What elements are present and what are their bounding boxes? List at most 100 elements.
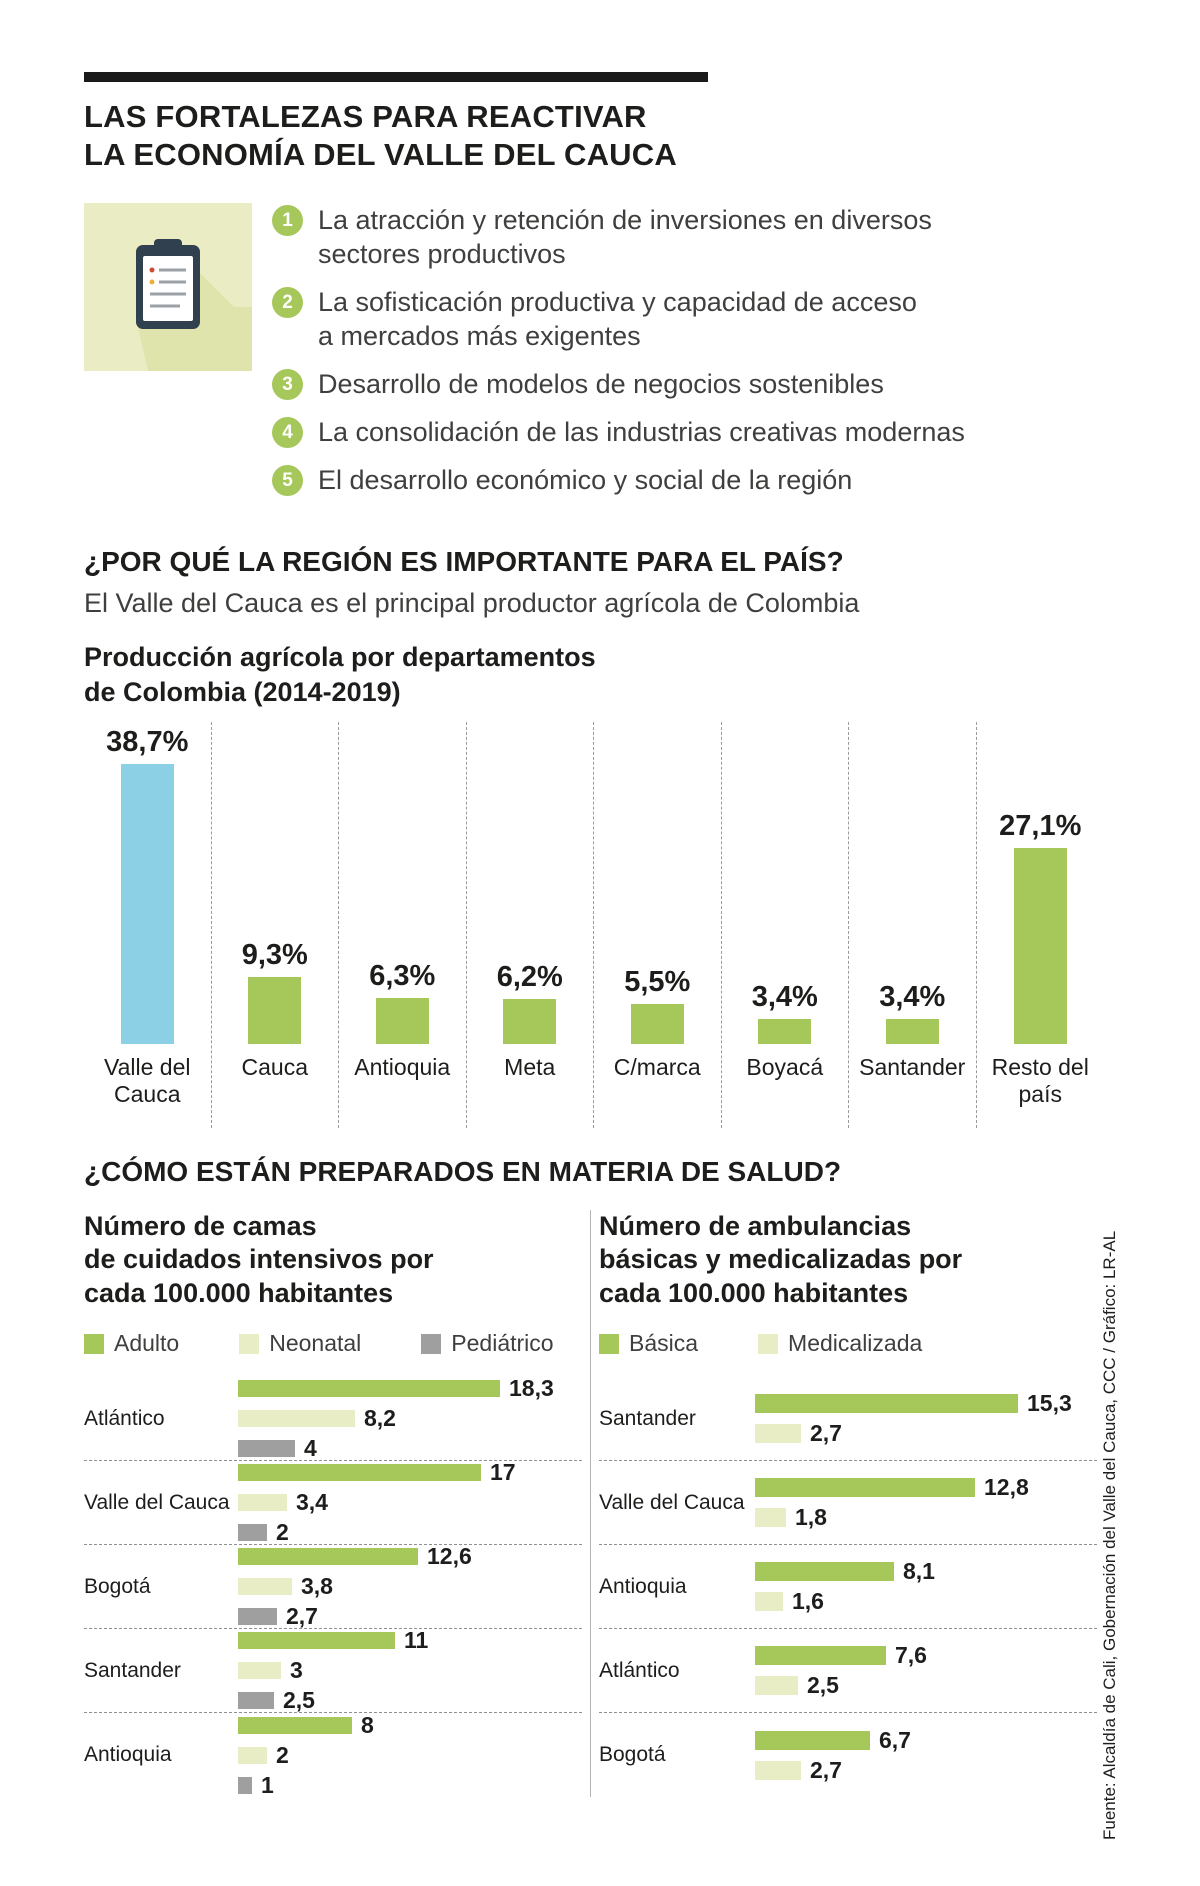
icu-beds-chart: Atlántico 18,3 8,2 4 Valle del Cauca 17 3,4 2 Bo… (84, 1375, 582, 1798)
bar-line: 11 (238, 1627, 582, 1654)
bar-line: 2 (238, 1742, 582, 1769)
column-bar-area: 6,2% (467, 722, 594, 1044)
legend-label: Básica (629, 1330, 699, 1357)
strength-item: 4 La consolidación de las industrias crea… (272, 415, 1052, 449)
bar-line: 3,8 (238, 1573, 582, 1600)
bar-line: 12,8 (755, 1474, 1097, 1501)
legend-swatch (84, 1333, 104, 1354)
column-bar-area: 9,3% (212, 722, 339, 1044)
chart-row: Atlántico 18,3 8,2 4 (84, 1375, 582, 1462)
chart-row: Santander 11 3 2,5 (84, 1627, 582, 1714)
bar-value-label: 11 (404, 1627, 429, 1654)
bar-value-label: 12,6 (427, 1543, 472, 1570)
strengths-section: 1 La atracción y retención de inversiones… (84, 203, 1052, 511)
column-chart-cell: 3,4% Santander (849, 722, 977, 1128)
source-credit: Fuente: Alcaldía de Cali, Gobernación de… (1100, 1230, 1119, 1840)
bar-value-label: 8,2 (364, 1405, 396, 1432)
bar (755, 1592, 783, 1612)
bar-line: 8,2 (238, 1405, 582, 1432)
chart-row: Antioquia 8 2 1 (84, 1712, 582, 1798)
legend-label: Medicalizada (788, 1330, 923, 1357)
bar (758, 1019, 812, 1044)
row-category-label: Valle del Cauca (84, 1490, 230, 1514)
bar-value-label: 2,7 (286, 1603, 318, 1630)
bar (120, 764, 174, 1044)
bar-line: 1 (238, 1772, 582, 1799)
row-category-label: Valle del Cauca (599, 1490, 745, 1514)
bar-value-label: 2 (276, 1519, 289, 1546)
bar-line: 2,7 (755, 1757, 1097, 1784)
bar (238, 1692, 274, 1710)
row-bars: 12,8 1,8 (755, 1471, 1097, 1534)
bar-value-label: 2,5 (283, 1687, 315, 1714)
bar-value-label: 17 (490, 1459, 516, 1486)
legend-item: Adulto (84, 1330, 179, 1357)
column-bar-area: 6,3% (339, 722, 466, 1044)
strength-text: Desarrollo de modelos de negocios sosten… (318, 369, 884, 400)
chart-row: Valle del Cauca 17 3,4 2 (84, 1459, 582, 1546)
bar (238, 1716, 352, 1734)
bar (885, 1019, 939, 1044)
legend-label: Neonatal (269, 1330, 362, 1357)
strength-item: 3 Desarrollo de modelos de negocios soste… (272, 367, 1052, 401)
bar (755, 1562, 894, 1582)
bar-value-label: 1 (261, 1771, 274, 1798)
bar-value-label: 2,7 (810, 1420, 842, 1447)
bar-value-label: 2,7 (810, 1756, 842, 1783)
agri-chart-title: Producción agrícola por departamentos de… (84, 642, 596, 708)
bar (238, 1632, 395, 1650)
category-label: Antioquia (354, 1054, 451, 1080)
strength-number-badge: 4 (272, 417, 303, 449)
bar (238, 1608, 277, 1626)
legend-swatch (239, 1333, 260, 1354)
column-bar-area: 5,5% (594, 722, 721, 1044)
row-bars: 18,3 8,2 4 (238, 1372, 582, 1465)
agricultural-production-chart: 38,7% Valle del Cauca 9,3% Cauca 6,3% Antioqu… (84, 722, 1104, 1128)
row-category-label: Antioquia (84, 1743, 172, 1767)
strength-number-badge: 1 (272, 205, 303, 236)
ambulance-chart-title: Número de ambulancias básicas y medicali… (599, 1211, 963, 1308)
bar (755, 1394, 1018, 1414)
health-charts-section: Número de camas de cuidados intensivos p… (84, 1210, 1098, 1798)
row-category-label: Bogotá (84, 1574, 151, 1598)
icu-legend: Adulto Neonatal Pediátrico (84, 1330, 582, 1357)
legend-label: Adulto (114, 1330, 180, 1357)
strength-text: La atracción y retención de inversiones … (318, 205, 932, 270)
row-bars: 8,1 1,6 (755, 1555, 1097, 1618)
column-bar-area: 27,1% (977, 722, 1105, 1044)
strength-text: La consolidación de las industrias creat… (318, 417, 965, 448)
category-label: Cauca (241, 1054, 308, 1080)
row-category-label: Santander (84, 1658, 181, 1682)
legend-item: Básica (599, 1330, 698, 1357)
legend-swatch (421, 1333, 442, 1354)
row-bars: 11 3 2,5 (238, 1624, 582, 1717)
strength-number-badge: 2 (272, 287, 303, 319)
strengths-list: 1 La atracción y retención de inversiones… (272, 203, 1052, 511)
row-bars: 15,3 2,7 (755, 1387, 1097, 1450)
bar (238, 1410, 355, 1428)
bar (238, 1746, 267, 1764)
clipboard-icon-graphic (84, 203, 252, 371)
bar-value-label: 6,7 (879, 1726, 911, 1753)
chart-row: Antioquia 8,1 1,6 (599, 1545, 1097, 1630)
legend-swatch (758, 1333, 779, 1354)
legend-label: Pediátrico (451, 1330, 554, 1357)
strength-text: La sofisticación productiva y capacidad … (318, 287, 917, 352)
importance-subheading: El Valle del Cauca es el principal produ… (84, 588, 860, 618)
bar-line: 6,7 (755, 1727, 1097, 1754)
column-bar-area: 38,7% (84, 722, 211, 1044)
column-chart-cell: 9,3% Cauca (212, 722, 339, 1128)
chart-row: Bogotá 6,7 2,7 (599, 1713, 1097, 1797)
bar-value-label: 38,7% (106, 726, 189, 758)
bar-value-label: 3,4% (879, 981, 946, 1013)
strength-text: El desarrollo económico y social de la r… (318, 465, 853, 496)
bar-line: 3 (238, 1657, 582, 1684)
bar-line: 7,6 (755, 1642, 1097, 1669)
row-category-label: Santander (599, 1406, 696, 1430)
bar-value-label: 6,2% (496, 961, 563, 993)
category-label: Boyacá (746, 1054, 824, 1080)
bar-value-label: 27,1% (999, 810, 1082, 842)
bar-value-label: 9,3% (241, 939, 308, 971)
column-chart-cell: 6,2% Meta (467, 722, 594, 1128)
